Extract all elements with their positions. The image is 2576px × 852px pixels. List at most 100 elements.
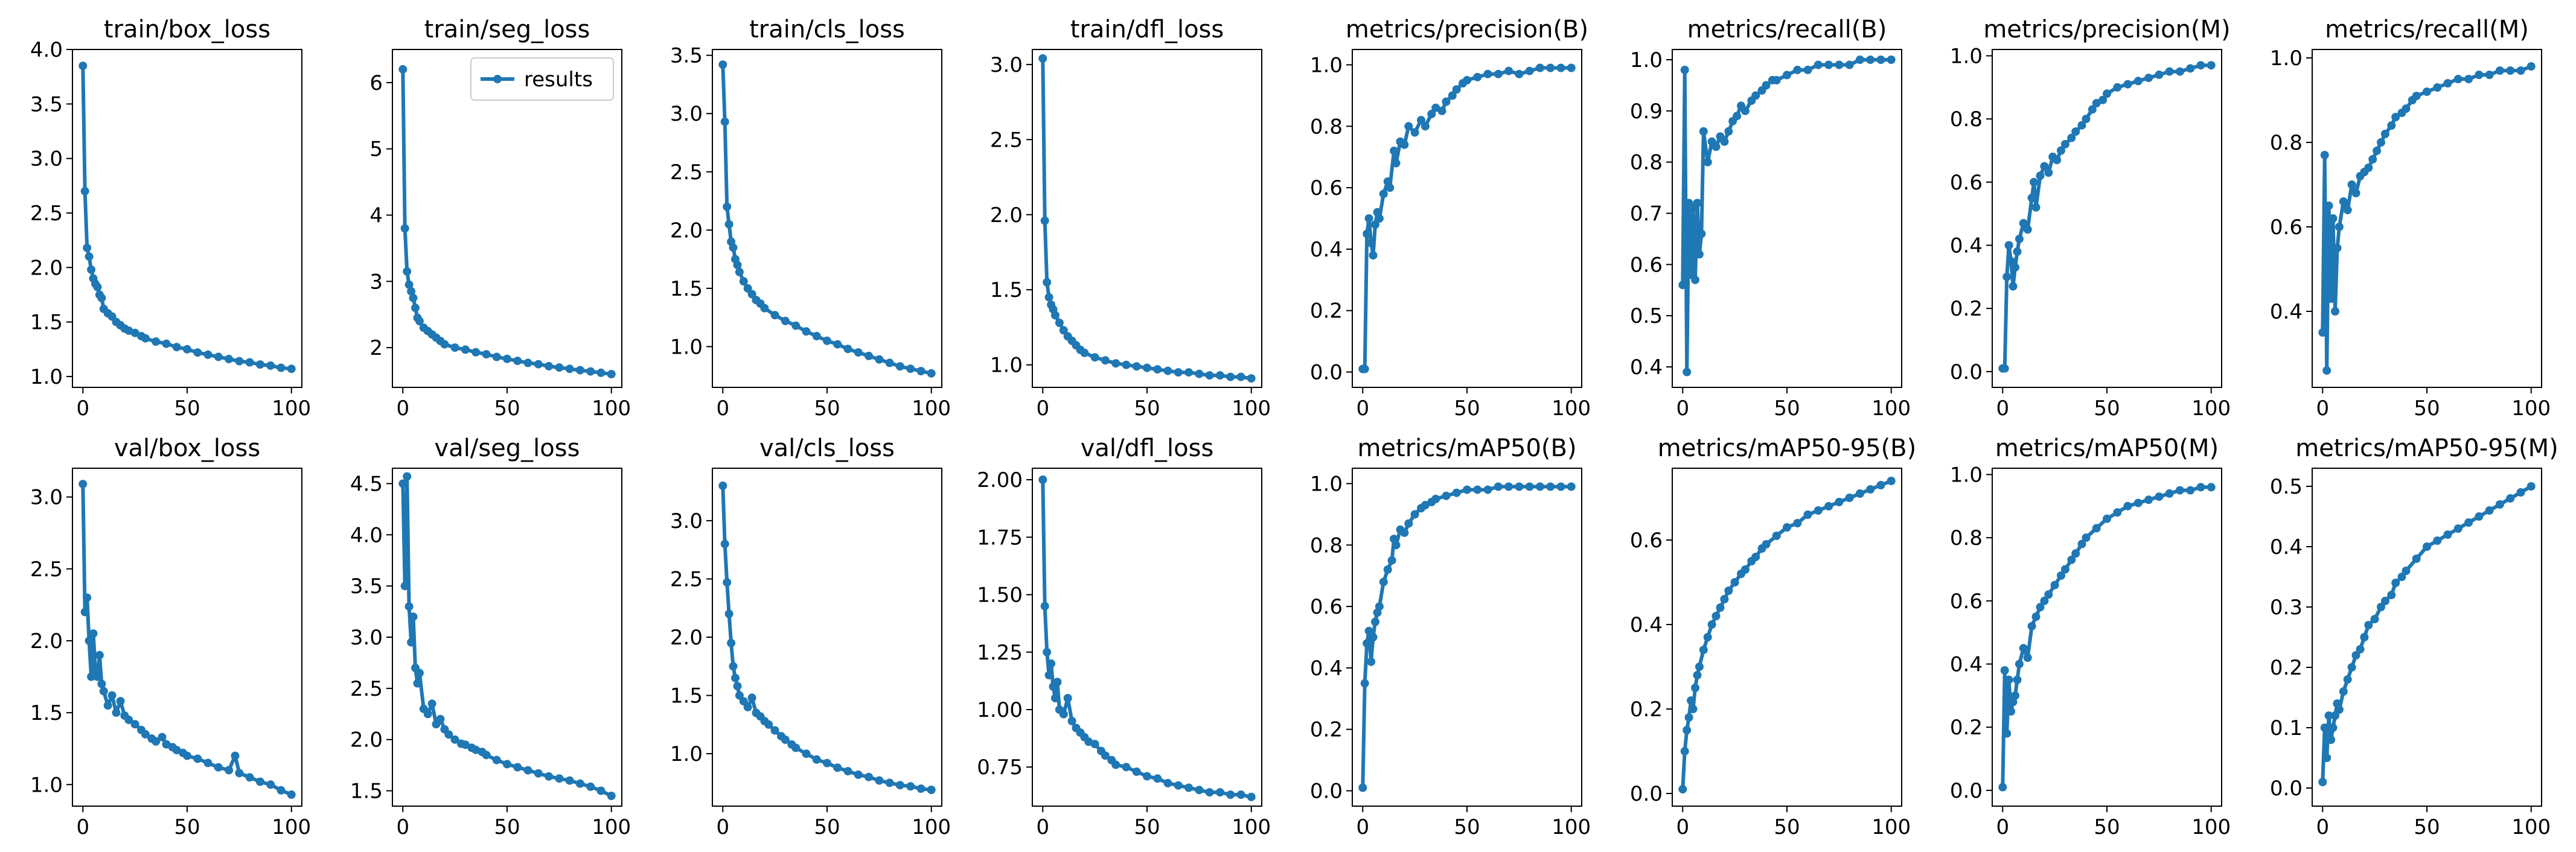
data-point [1390,147,1399,155]
y-tick-label: 0.3 [2270,596,2303,620]
y-tick-label: 0.1 [2270,716,2303,740]
data-point [2009,282,2018,291]
x-tick-label: 100 [2511,815,2551,839]
data-point [1697,229,1706,238]
axes-frame [712,468,942,807]
subplot-0: train/box_loss 0 50 100 1.0 1.5 2.0 2.5 3.0 3.5 4.… [30,16,311,421]
data-point [2373,147,2382,155]
data-point [2526,482,2536,491]
data-point [1691,275,1699,284]
data-point [116,697,125,705]
data-point [2475,71,2484,79]
data-point [2324,711,2333,720]
y-tick-label: 4.5 [350,472,383,496]
data-point [2328,214,2338,223]
data-point [107,691,117,700]
data-point [1143,363,1151,372]
x-tick-label: 50 [494,815,520,839]
data-point [1683,726,1692,734]
y-tick-label: 0.8 [1950,526,1983,550]
data-point [523,766,532,775]
subplot-3: train/dfl_loss 0 50 100 1.0 1.5 2.0 2.5 3.0 [990,16,1271,421]
data-point [2370,615,2379,623]
y-tick-label: 0.4 [1630,355,1663,380]
data-point [2123,501,2132,510]
data-point [2004,675,2013,684]
data-point [2007,256,2016,265]
y-tick-label: 0.2 [1310,718,1343,742]
y-tick-label: 1.0 [670,742,703,766]
x-tick-label: 0 [1676,815,1689,839]
data-point [193,348,202,357]
data-point [2175,67,2184,76]
data-point [2036,171,2045,180]
data-point [596,786,606,795]
data-point [413,679,422,688]
data-point [1452,85,1461,94]
data-point [2320,151,2329,159]
subplot-title: val/cls_loss [759,434,895,462]
data-point [833,763,842,772]
data-point [2516,66,2525,75]
data-point [1887,56,1896,64]
data-point [724,220,733,229]
data-point [93,282,102,291]
data-point [2196,61,2205,70]
data-point [802,327,811,336]
data-point [2013,247,2022,256]
data-point [2207,483,2216,492]
data-point [2443,530,2452,539]
data-point [1383,565,1392,574]
y-tick-label: 0.6 [1630,253,1663,277]
data-point [2186,486,2195,495]
data-point [2011,263,2019,272]
data-point [2397,573,2406,581]
data-point [1762,540,1771,548]
y-tick-label: 0.4 [1630,613,1663,637]
data-point [2023,653,2032,662]
series-line [721,485,932,792]
y-tick-label: 1.5 [30,311,63,335]
data-point [2387,121,2396,130]
data-point [1483,69,1492,78]
data-point [2082,115,2091,124]
data-point [1556,482,1565,491]
subplot-9: val/seg_loss 0 50 100 1.5 2.0 2.5 3.0 3.5 4.0 4.5 [350,434,631,839]
data-point [895,362,904,371]
data-point [2318,778,2327,786]
x-tick-label: 50 [2094,815,2120,839]
y-tick-label: 2.5 [990,128,1023,152]
data-point [764,720,773,729]
series-line [2002,63,2211,370]
x-tick-label: 50 [2414,815,2440,839]
data-point [225,766,234,775]
data-point [1720,137,1729,146]
series-line [2321,485,2533,783]
data-point [1751,91,1760,100]
data-point [1132,767,1141,776]
data-point [743,702,752,711]
data-point [854,770,863,779]
y-tick-label: 3.0 [990,53,1023,77]
data-point [1463,75,1471,84]
data-point [1876,56,1885,64]
data-point [130,720,139,729]
data-point [1724,127,1733,136]
data-point [1793,519,1802,527]
y-tick-label: 2.00 [977,468,1023,492]
y-tick-label: 0.8 [1310,533,1343,558]
legend: results [470,57,614,101]
data-point [2335,223,2344,231]
x-tick-label: 0 [1036,396,1049,421]
data-point [1400,140,1409,149]
data-point [503,354,511,363]
y-tick-label: 0.8 [1950,107,1983,132]
data-point [823,758,831,768]
x-tick-label: 100 [272,815,311,839]
data-point [91,665,100,674]
data-point [1360,679,1369,688]
legend-label: results [524,68,593,92]
subplot-title: metrics/precision(B) [1346,16,1588,43]
series-line [2001,485,2211,787]
data-point [203,758,213,768]
